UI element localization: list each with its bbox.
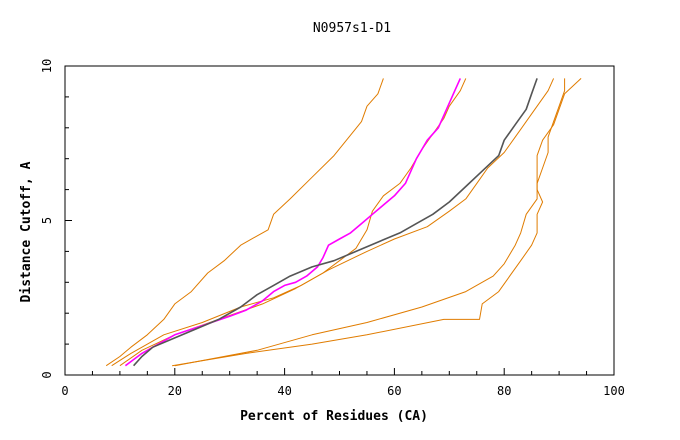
x-tick-label: 100 (603, 384, 625, 398)
x-tick-label: 60 (387, 384, 401, 398)
series-line-1 (105, 78, 384, 367)
series-line-5 (172, 78, 582, 367)
x-tick-label: 20 (168, 384, 182, 398)
chart-title: N0957s1-D1 (313, 21, 391, 36)
series-line-6 (124, 78, 462, 367)
series-line-7 (133, 78, 538, 367)
x-tick-label: 40 (277, 384, 291, 398)
y-axis-label: Distance Cutoff, A (19, 161, 34, 302)
y-tick-label: 0 (40, 371, 54, 378)
x-axis-label: Percent of Residues (CA) (240, 409, 428, 424)
x-tick-label: 0 (61, 384, 68, 398)
x-tick-label: 80 (497, 384, 511, 398)
series-group (105, 78, 582, 367)
plot-frame (64, 65, 615, 376)
y-tick-label: 10 (40, 59, 54, 73)
axis-ticks: 0 20 40 60 80 100 0 5 10 (40, 59, 625, 398)
y-tick-label: 5 (40, 217, 54, 224)
